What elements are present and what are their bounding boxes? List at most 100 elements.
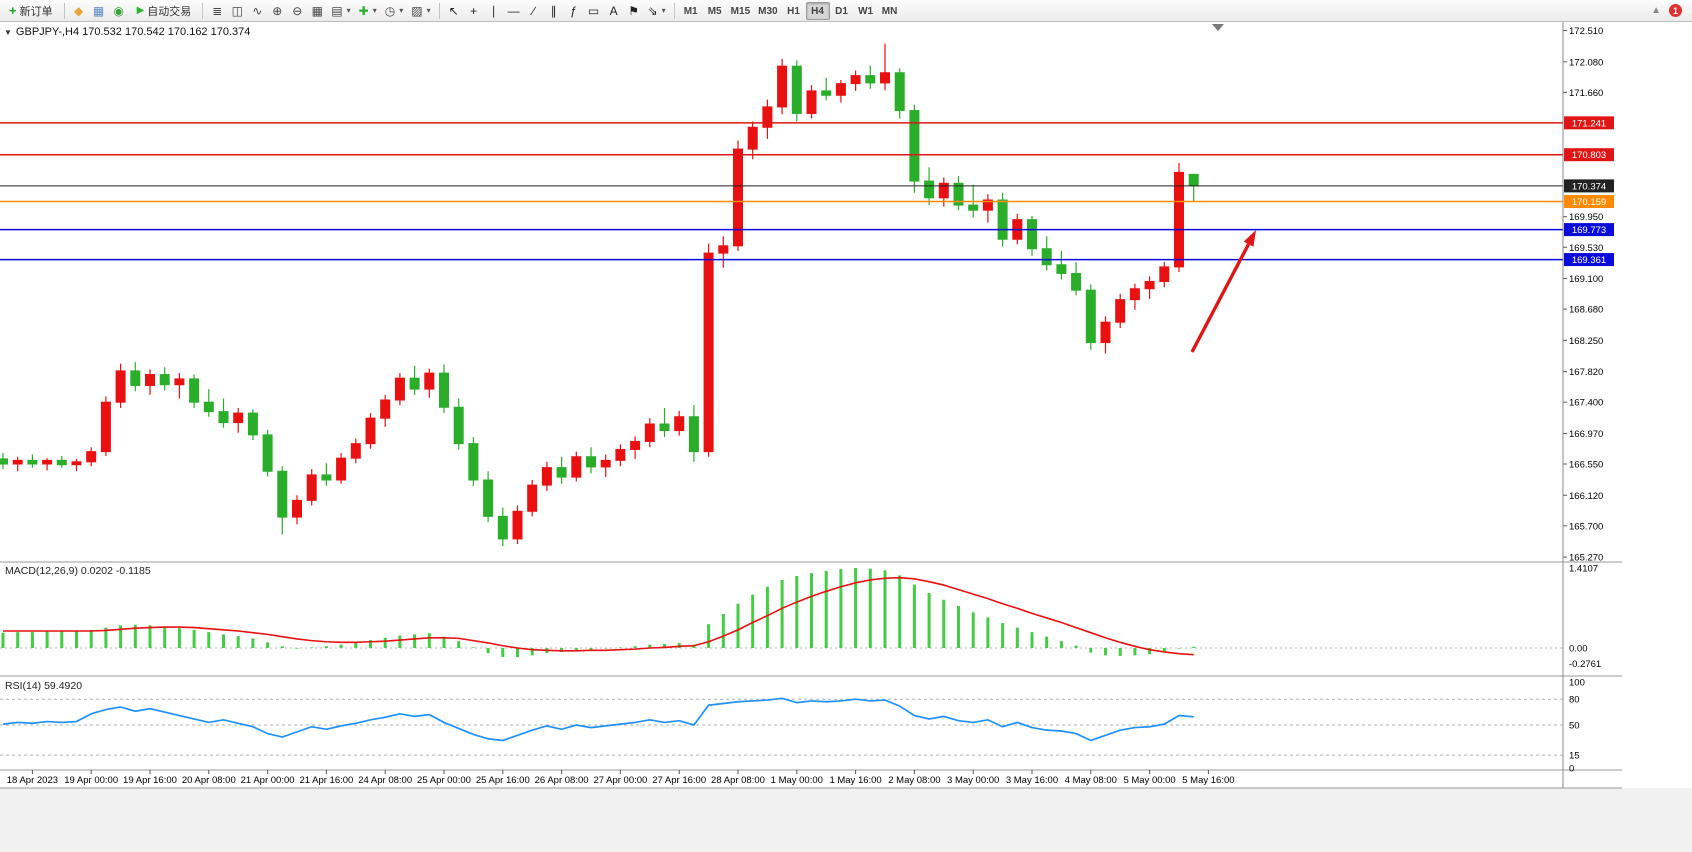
candle-body xyxy=(777,65,788,108)
chart-shift-marker[interactable] xyxy=(1212,24,1224,31)
price-level-label: 170.159 xyxy=(1572,197,1606,208)
price-tick: 169.950 xyxy=(1569,212,1603,223)
autotrading-button[interactable]: ▶ 自动交易 xyxy=(130,2,199,20)
timeframe-m30-button[interactable]: M30 xyxy=(754,2,781,20)
candle-body xyxy=(821,90,832,96)
candle-body xyxy=(233,412,244,424)
label-button[interactable]: ⚑ xyxy=(624,2,644,20)
timeframe-m15-button[interactable]: M15 xyxy=(727,2,754,20)
candle-body xyxy=(924,180,935,199)
candle-body xyxy=(1115,299,1126,323)
toolbar-group-general: ◆ ▦ ◉ xyxy=(69,2,129,20)
macd-axis-tick: -0.2761 xyxy=(1569,659,1601,670)
candle-body xyxy=(1056,264,1067,274)
candle-body xyxy=(483,479,494,517)
horizontal-line-icon: — xyxy=(507,3,520,18)
notification-badge[interactable]: 1 xyxy=(1669,4,1682,17)
sound-button[interactable]: ◉ xyxy=(109,2,129,20)
candle-body xyxy=(527,484,538,512)
time-label: 28 Apr 08:00 xyxy=(711,775,765,786)
channel-button[interactable]: ∥ xyxy=(544,2,564,20)
chevron-down-icon: ▾ xyxy=(346,6,351,15)
fibonacci-icon: ƒ xyxy=(570,3,577,18)
zoom-in-button[interactable]: ⊕ xyxy=(267,2,287,20)
candle-body xyxy=(130,370,141,386)
auto-arrange-button[interactable]: ▤ ▾ xyxy=(327,2,354,20)
candle-body xyxy=(380,399,391,419)
autotrading-icon: ▶ xyxy=(136,5,145,16)
sound-icon: ◉ xyxy=(113,3,124,18)
auto-arrange-icon: ▤ xyxy=(331,3,343,18)
tile-windows-button[interactable]: ▦ xyxy=(307,2,327,20)
candle-body xyxy=(115,370,126,403)
trendline-button[interactable]: ∕ xyxy=(524,2,544,20)
trend-arrow-head[interactable] xyxy=(1243,230,1256,247)
text-icon: A xyxy=(609,3,618,18)
new-order-label: 新订单 xyxy=(19,5,53,18)
candlestick-chart-button[interactable]: ◫ xyxy=(227,2,247,20)
candle-body xyxy=(1144,280,1155,290)
timeframe-h4-button[interactable]: H4 xyxy=(805,2,830,21)
collapse-icon[interactable]: ▼ xyxy=(4,27,12,37)
zoom-out-button[interactable]: ⊖ xyxy=(287,2,307,20)
trendline-icon: ∕ xyxy=(532,3,535,18)
rsi-axis-tick: 50 xyxy=(1569,721,1580,732)
timeframe-m1-button[interactable]: M1 xyxy=(679,2,703,20)
candle-body xyxy=(189,378,200,403)
candle-body xyxy=(615,448,626,461)
chevron-down-icon: ▾ xyxy=(399,6,404,15)
price-tick: 169.530 xyxy=(1569,243,1603,254)
chevron-down-icon: ▾ xyxy=(426,6,431,15)
periods-button[interactable]: ◷ ▾ xyxy=(381,2,408,20)
time-label: 18 Apr 2023 xyxy=(7,775,58,786)
price-tick: 167.400 xyxy=(1569,398,1603,409)
horizontal-line-button[interactable]: — xyxy=(504,2,524,20)
candle-body xyxy=(277,470,288,518)
time-label: 19 Apr 16:00 xyxy=(123,775,177,786)
timeframe-mn-button[interactable]: MN xyxy=(878,2,902,20)
price-tick: 167.820 xyxy=(1569,367,1603,378)
market-button[interactable]: ◆ xyxy=(69,2,89,20)
price-tick: 166.550 xyxy=(1569,460,1603,471)
candle-body xyxy=(100,401,111,453)
fibonacci-button[interactable]: ƒ xyxy=(564,2,584,20)
charts-grid-button[interactable]: ▦ xyxy=(89,2,109,20)
vertical-line-button[interactable]: ∣ xyxy=(484,2,504,20)
price-tick: 166.120 xyxy=(1569,491,1603,502)
templates-button[interactable]: ▨ ▾ xyxy=(407,2,434,20)
line-chart-button[interactable]: ∿ xyxy=(247,2,267,20)
candle-body xyxy=(1159,266,1170,282)
new-order-button[interactable]: + 新订单 xyxy=(2,2,60,20)
candle-body xyxy=(174,378,185,386)
candle-body xyxy=(365,417,376,445)
price-tick: 172.080 xyxy=(1569,57,1603,68)
scroll-up-icon[interactable]: ▲ xyxy=(1651,5,1661,16)
crosshair-button[interactable]: + xyxy=(464,2,484,20)
price-level-label: 170.374 xyxy=(1572,181,1606,192)
zoom-in-icon: ⊕ xyxy=(272,3,283,18)
timeframe-h1-button[interactable]: H1 xyxy=(782,2,806,20)
indicators-button[interactable]: ✚ ▾ xyxy=(355,2,381,20)
price-tick: 165.270 xyxy=(1569,553,1603,564)
candle-body xyxy=(394,377,405,401)
price-level-box xyxy=(1564,116,1614,130)
candle-body xyxy=(56,459,67,466)
macd-axis-tick: 1.4107 xyxy=(1569,564,1598,575)
shapes-button[interactable]: ▭ xyxy=(584,2,604,20)
tile-windows-icon: ▦ xyxy=(311,3,323,18)
cursor-button[interactable]: ↖ xyxy=(444,2,464,20)
trend-arrow[interactable] xyxy=(1190,243,1251,353)
time-label: 3 May 00:00 xyxy=(947,775,999,786)
bar-chart-button[interactable]: ≣ xyxy=(207,2,227,20)
arrows-button[interactable]: ⇘ ▾ xyxy=(644,2,670,20)
time-label: 27 Apr 16:00 xyxy=(652,775,706,786)
timeframe-m5-button[interactable]: M5 xyxy=(703,2,727,20)
candle-body xyxy=(262,434,273,472)
text-button[interactable]: A xyxy=(604,2,624,20)
candle-body xyxy=(1174,171,1184,268)
timeframe-d1-button[interactable]: D1 xyxy=(830,2,854,20)
timeframe-w1-button[interactable]: W1 xyxy=(854,2,878,20)
candle-body xyxy=(791,65,802,114)
time-label: 25 Apr 16:00 xyxy=(476,775,530,786)
